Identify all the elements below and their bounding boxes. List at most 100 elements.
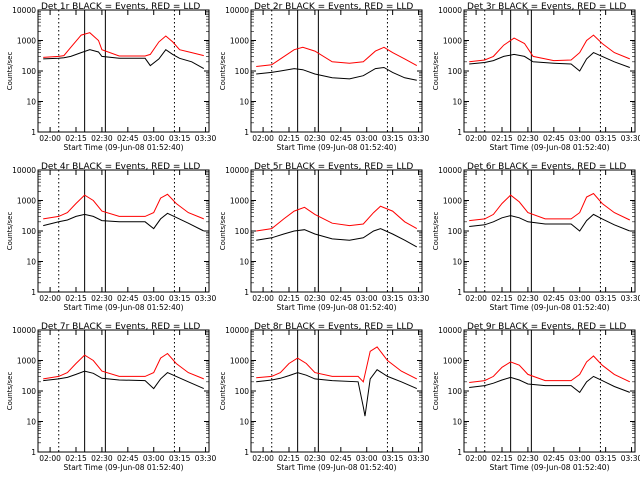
y-tick-label: 10 — [26, 258, 36, 267]
x-tick-label: 02:00 — [252, 294, 274, 303]
x-tick-label: 02:15 — [491, 134, 513, 143]
x-axis-label: Start Time (09-Jun-08 01:52:40) — [64, 303, 184, 312]
x-axis-label: Start Time (09-Jun-08 01:52:40) — [64, 463, 184, 472]
panel: Det 8r BLACK = Events, RED = LLD 1 10 100 10… — [219, 322, 430, 472]
x-tick-label: 02:00 — [252, 454, 274, 463]
panel: Det 3r BLACK = Events, RED = LLD 1 10 100 10… — [432, 2, 640, 152]
x-axis-label: Start Time (09-Jun-08 01:52:40) — [277, 463, 397, 472]
events-series-line — [43, 49, 205, 70]
x-tick-label: 03:15 — [382, 454, 404, 463]
y-tick-label: 10 — [239, 258, 249, 267]
x-tick-label: 02:30 — [91, 134, 113, 143]
panel: Det 6r BLACK = Events, RED = LLD 1 10 100 10… — [432, 162, 640, 312]
x-tick-label: 03:30 — [195, 454, 217, 463]
panel-title: Det 9r BLACK = Events, RED = LLD — [467, 322, 626, 332]
x-tick-label: 03:15 — [169, 134, 191, 143]
x-tick-label: 02:45 — [330, 294, 352, 303]
x-axis-label: Start Time (09-Jun-08 01:52:40) — [490, 463, 610, 472]
x-tick-label: 03:15 — [595, 134, 617, 143]
y-tick-label: 100 — [448, 387, 463, 396]
x-tick-label: 03:30 — [621, 454, 640, 463]
x-tick-label: 02:00 — [465, 134, 487, 143]
x-axis-label: Start Time (09-Jun-08 01:52:40) — [490, 303, 610, 312]
x-tick-label: 03:00 — [356, 134, 378, 143]
y-tick-label: 1000 — [230, 37, 249, 46]
plot-frame — [37, 169, 210, 293]
y-axis-label: Counts/sec — [6, 212, 14, 251]
y-tick-label: 10000 — [225, 166, 249, 175]
x-tick-label: 03:30 — [195, 134, 217, 143]
y-axis-label: Counts/sec — [432, 52, 440, 91]
plot-frame — [463, 9, 636, 133]
x-tick-label: 03:00 — [143, 454, 165, 463]
panel: Det 5r BLACK = Events, RED = LLD 1 10 100 10… — [219, 162, 430, 312]
events-series-line — [469, 375, 630, 394]
x-tick-label: 02:30 — [91, 294, 113, 303]
panel-title: Det 2r BLACK = Events, RED = LLD — [254, 2, 413, 12]
y-tick-label: 1 — [244, 288, 249, 297]
x-tick-label: 02:15 — [278, 134, 300, 143]
lld-series-line — [43, 32, 204, 58]
x-tick-label: 02:30 — [304, 294, 326, 303]
events-series-line — [256, 66, 417, 81]
x-tick-label: 02:45 — [330, 454, 352, 463]
y-tick-label: 1000 — [230, 197, 249, 206]
plot-frame — [37, 329, 210, 453]
y-tick-label: 1000 — [17, 357, 36, 366]
y-tick-label: 1000 — [443, 197, 462, 206]
lld-series-line — [469, 192, 631, 222]
lld-series-line — [256, 346, 418, 383]
events-series-line — [43, 212, 205, 232]
y-tick-label: 10 — [452, 98, 462, 107]
panel: Det 4r BLACK = Events, RED = LLD 1 10 100 10… — [6, 162, 217, 312]
y-tick-label: 10 — [452, 418, 462, 427]
x-tick-label: 03:15 — [595, 294, 617, 303]
x-axis-label: Start Time (09-Jun-08 01:52:40) — [277, 143, 397, 152]
x-tick-label: 02:45 — [117, 134, 139, 143]
panel: Det 2r BLACK = Events, RED = LLD 1 10 100 10… — [219, 2, 430, 152]
y-tick-label: 1 — [244, 448, 249, 457]
x-tick-label: 03:30 — [408, 134, 430, 143]
x-axis-label: Start Time (09-Jun-08 01:52:40) — [490, 143, 610, 152]
y-tick-label: 1000 — [443, 37, 462, 46]
y-tick-label: 1000 — [17, 197, 36, 206]
lld-series-line — [469, 34, 630, 63]
events-series-line — [43, 370, 205, 390]
lld-series-line — [256, 46, 418, 67]
y-axis-label: Counts/sec — [432, 212, 440, 251]
y-tick-label: 1 — [31, 288, 36, 297]
y-tick-label: 100 — [235, 227, 250, 236]
plot-frame — [463, 329, 636, 453]
y-tick-label: 10000 — [12, 6, 36, 15]
y-tick-label: 100 — [22, 67, 37, 76]
y-tick-label: 1 — [31, 448, 36, 457]
y-tick-label: 10 — [239, 418, 249, 427]
y-tick-label: 1 — [457, 288, 462, 297]
y-axis-label: Counts/sec — [219, 52, 227, 91]
y-tick-label: 10000 — [438, 166, 462, 175]
x-tick-label: 02:15 — [491, 454, 513, 463]
lld-series-line — [469, 355, 631, 383]
x-tick-label: 02:00 — [39, 454, 61, 463]
x-tick-label: 03:30 — [408, 454, 430, 463]
panel-title: Det 7r BLACK = Events, RED = LLD — [41, 322, 200, 332]
x-tick-label: 03:00 — [356, 454, 378, 463]
y-tick-label: 10 — [239, 98, 249, 107]
y-tick-label: 100 — [448, 67, 463, 76]
x-tick-label: 02:30 — [517, 454, 539, 463]
x-tick-label: 02:00 — [39, 294, 61, 303]
y-tick-label: 100 — [22, 387, 37, 396]
x-tick-label: 02:15 — [278, 454, 300, 463]
y-axis-label: Counts/sec — [432, 372, 440, 411]
y-tick-label: 1 — [457, 448, 462, 457]
x-tick-label: 03:00 — [569, 134, 591, 143]
y-tick-label: 10 — [26, 418, 36, 427]
panel-title: Det 1r BLACK = Events, RED = LLD — [41, 2, 200, 12]
x-tick-label: 03:30 — [195, 294, 217, 303]
y-tick-label: 100 — [235, 387, 250, 396]
y-axis-label: Counts/sec — [219, 212, 227, 251]
x-axis-label: Start Time (09-Jun-08 01:52:40) — [277, 303, 397, 312]
x-tick-label: 03:00 — [143, 294, 165, 303]
y-tick-label: 10 — [26, 98, 36, 107]
